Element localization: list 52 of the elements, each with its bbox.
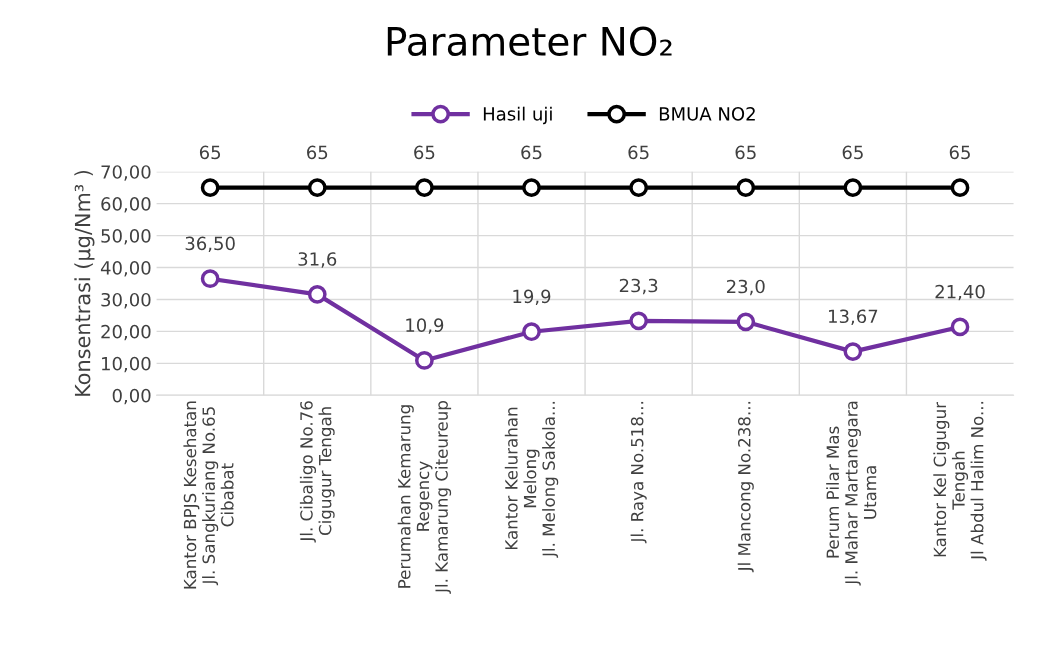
point: [736, 178, 756, 198]
data-label: 21,40: [935, 284, 985, 301]
data-label: 13,67: [829, 309, 878, 325]
point: [843, 178, 863, 198]
y-tick-label: 70,00: [101, 165, 151, 181]
data-label: 36,50: [185, 236, 235, 253]
data-label: 31,6: [298, 252, 337, 268]
point: [415, 178, 434, 198]
point: [522, 322, 541, 342]
point: [950, 317, 970, 337]
x-tick-label: Kantor BPJS Kesehatan Jl. Sangkuriang No.65 Cibabat: [183, 401, 234, 589]
data-label: 65: [307, 145, 328, 160]
data-label: 65: [735, 145, 756, 160]
data-label: 65: [949, 145, 970, 160]
y-tick-label: 50,00: [101, 229, 151, 245]
y-tick-label: 10,00: [102, 356, 151, 373]
data-label: 65: [842, 145, 863, 160]
y-tick-label: 20,00: [101, 324, 151, 341]
point: [843, 342, 863, 361]
point: [307, 178, 327, 198]
data-label: 23,0: [726, 279, 765, 296]
x-tick-label: Jl Mancong No.238...: [737, 401, 754, 573]
chart-title: Parameter NO₂: [387, 26, 672, 57]
y-tick-label: 0,00: [112, 388, 151, 405]
point: [307, 284, 327, 304]
data-label: 10,9: [406, 318, 444, 334]
y-tick-label: 40,00: [100, 260, 151, 277]
data-label: 23,3: [619, 278, 658, 295]
x-tick-label: Jl. Cibaligo No.76 Cigugur Tengah: [299, 401, 335, 543]
legend-label: Hasil uji: [483, 106, 552, 125]
point: [522, 178, 541, 198]
point: [629, 311, 649, 331]
y-axis-title: Konsentrasi (µg/Nm³ ): [74, 170, 95, 396]
data-label: 65: [414, 145, 435, 160]
point: [200, 178, 220, 198]
point: [950, 178, 970, 198]
x-tick-label: Perum Pilar Mas Jl. Mahar Martanegara Utama: [826, 401, 877, 586]
x-tick-label: Kantor Kelurahan Melong Jl. Melong Sakola...: [504, 401, 559, 558]
data-label: 65: [628, 145, 649, 160]
x-tick-label: Jl. Raya No.518...: [630, 401, 647, 544]
data-label: 19,9: [513, 289, 551, 306]
x-tick-label: Kantor Kel Cigugur Tengah Jl Abdul Halim No...: [933, 401, 987, 561]
point: [200, 269, 220, 289]
point: [736, 312, 756, 332]
data-label: 65: [199, 145, 221, 160]
legend-label: BMUA NO2: [659, 107, 755, 121]
point: [629, 178, 649, 198]
x-tick-label: Perumahan Kemarung Regency Jl. Kamarung Citeureup: [397, 401, 452, 594]
y-tick-label: 60,00: [101, 197, 151, 213]
y-tick-label: 30,00: [101, 292, 151, 309]
point: [415, 351, 434, 370]
data-label: 65: [521, 145, 542, 160]
